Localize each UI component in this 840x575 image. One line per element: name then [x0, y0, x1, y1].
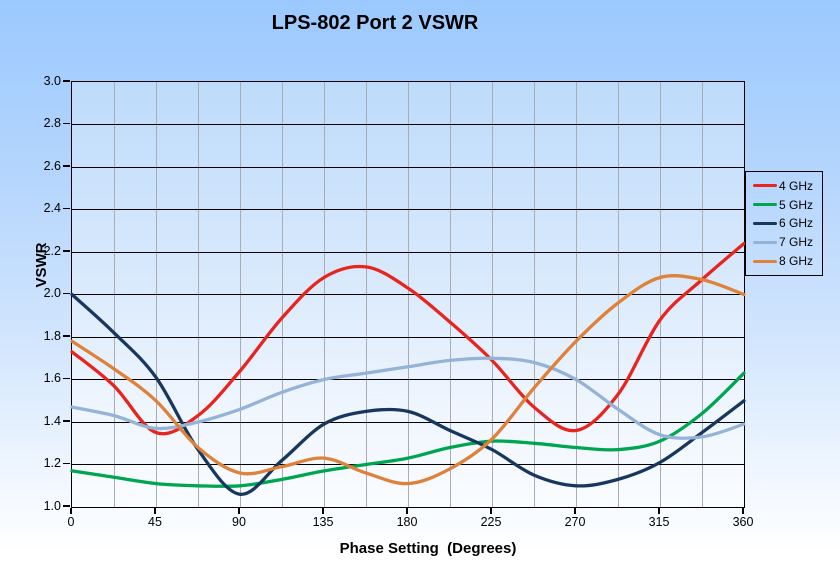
y-tick-label: 1.4 — [43, 413, 61, 428]
y-tick-label: 1.8 — [43, 328, 61, 343]
x-tick-label: 315 — [648, 515, 670, 529]
y-tick-label: 3.0 — [43, 73, 61, 88]
legend-label: 4 GHz — [779, 178, 814, 193]
legend-swatch — [753, 240, 777, 244]
y-axis-tick — [63, 377, 70, 380]
x-tick-label: 360 — [732, 515, 754, 529]
x-axis-tick — [742, 508, 744, 514]
y-tick-label: 1.6 — [43, 371, 61, 385]
legend-entry-7ghz: 7 GHz — [753, 235, 822, 249]
y-axis-tick — [63, 292, 70, 295]
y-tick-label: 2.2 — [43, 243, 61, 258]
legend-entry-4ghz: 4 GHz — [753, 179, 822, 193]
x-axis-tick — [70, 508, 72, 514]
x-axis-tick — [238, 508, 240, 514]
x-tick-label: 270 — [564, 515, 586, 529]
y-tick-label: 2.0 — [43, 286, 61, 300]
legend: 4 GHz 5 GHz 6 GHz 7 GHz 8 GHz — [745, 171, 823, 276]
legend-entry-5ghz: 5 GHz — [753, 198, 822, 212]
series-curves — [70, 241, 746, 496]
y-tick-label: 1.0 — [43, 498, 61, 513]
y-tick-label: 2.8 — [43, 116, 61, 130]
chart-title: LPS-802 Port 2 VSWR — [271, 12, 479, 34]
x-axis-title: Phase Setting (Degrees) — [339, 540, 517, 557]
x-tick-label: 45 — [148, 515, 162, 529]
y-axis-tick — [63, 505, 70, 507]
horizontal-gridline — [72, 336, 744, 338]
horizontal-gridline — [72, 421, 744, 423]
y-tick-label: 2.6 — [43, 158, 61, 173]
legend-label: 5 GHz — [779, 197, 814, 212]
horizontal-gridline — [72, 209, 744, 210]
legend-entry-8ghz: 8 GHz — [753, 254, 822, 268]
x-axis-tick — [574, 508, 576, 514]
y-axis-tick — [63, 207, 70, 210]
legend-swatch — [753, 203, 777, 207]
legend-entry-6ghz: 6 GHz — [753, 216, 822, 230]
series-line-8ghz — [70, 274, 746, 486]
y-axis-tick — [63, 335, 70, 337]
legend-label: 6 GHz — [779, 216, 814, 231]
horizontal-gridline — [72, 464, 744, 465]
y-axis-tick — [63, 420, 70, 422]
x-tick-label: 180 — [396, 515, 418, 529]
legend-label: 7 GHz — [779, 235, 814, 250]
y-tick-label: 1.2 — [43, 456, 61, 470]
horizontal-gridline — [72, 294, 744, 295]
x-axis-tick — [154, 508, 156, 514]
series-line-5ghz — [70, 371, 746, 488]
x-tick-label: 90 — [232, 515, 246, 529]
horizontal-gridline — [72, 166, 744, 168]
legend-label: 8 GHz — [779, 254, 814, 269]
x-tick-label: 135 — [312, 515, 334, 529]
plot-area — [70, 81, 746, 508]
legend-swatch — [753, 221, 777, 225]
x-tick-label: 225 — [480, 515, 502, 529]
y-axis-tick — [63, 462, 70, 465]
series-line-7ghz — [70, 356, 746, 440]
x-axis-tick — [490, 508, 492, 514]
legend-swatch — [753, 259, 777, 263]
legend-swatch — [753, 184, 777, 188]
y-axis-tick — [63, 122, 70, 125]
y-tick-label: 2.4 — [43, 201, 61, 215]
series-line-6ghz — [70, 292, 746, 496]
horizontal-gridline — [72, 379, 744, 380]
y-axis-tick — [63, 80, 70, 82]
y-axis-tick — [63, 250, 70, 252]
horizontal-gridline — [72, 124, 744, 125]
x-axis-tick — [658, 508, 660, 514]
x-tick-label: 0 — [67, 515, 75, 529]
x-axis-tick — [322, 508, 324, 514]
horizontal-gridline — [72, 251, 744, 253]
x-axis-tick — [406, 508, 408, 514]
y-axis-tick — [63, 165, 70, 167]
